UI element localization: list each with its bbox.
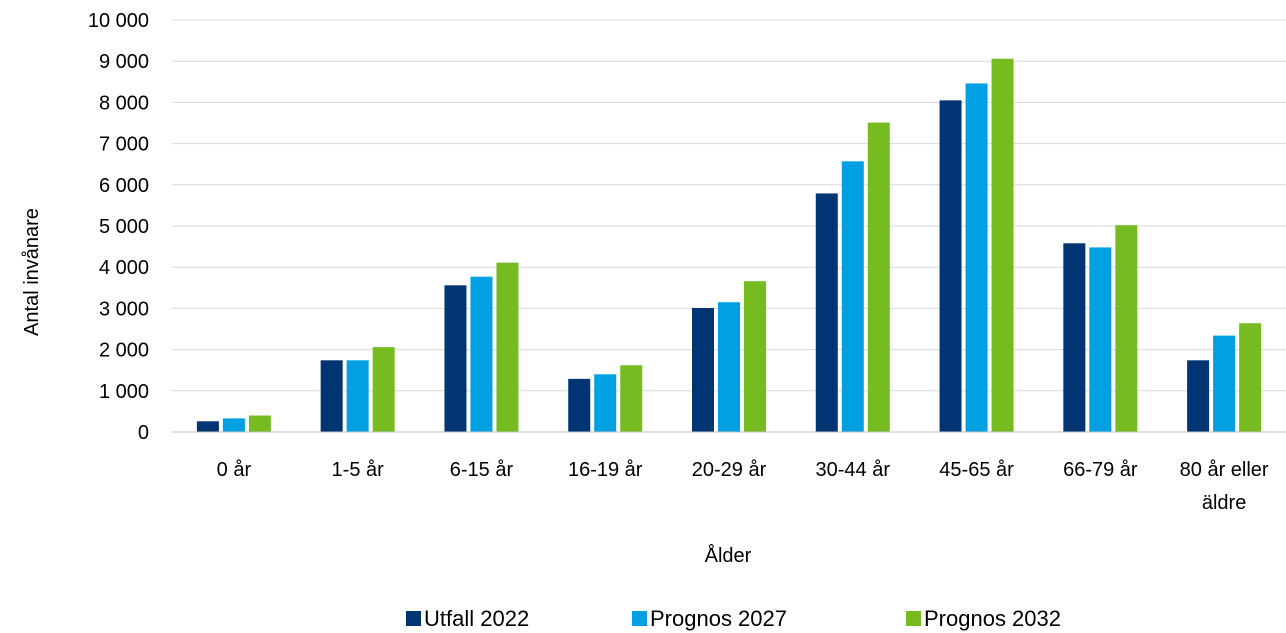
y-tick-label: 1 000 (99, 381, 149, 403)
y-tick-label: 10 000 (88, 10, 149, 32)
x-tick-label: 66-79 år (1063, 459, 1138, 481)
x-axis-title: Ålder (705, 544, 752, 567)
bar-utfall-2022 (692, 307, 714, 432)
y-tick-label: 0 (138, 422, 149, 444)
x-tick-label: 80 år eller (1180, 459, 1269, 481)
legend-swatch (906, 611, 921, 626)
bar-prognos-2032 (744, 281, 766, 432)
bar-utfall-2022 (1187, 360, 1210, 432)
y-axis-title: Antal invånare (21, 208, 43, 336)
bar-prognos-2032 (372, 347, 395, 432)
bar-utfall-2022 (196, 421, 219, 432)
bar-utfall-2022 (320, 360, 343, 432)
bar-prognos-2032 (1115, 225, 1138, 432)
bar-prognos-2027 (222, 418, 245, 432)
legend-swatch (406, 611, 421, 626)
bar-prognos-2032 (1239, 323, 1262, 432)
x-tick-label: 0 år (217, 459, 252, 481)
bar-prognos-2032 (867, 122, 890, 432)
bar-prognos-2027 (470, 276, 493, 432)
x-axis-ticks: 0 år 1-5 år 6-15 år 16-19 år 20-29 år 30-44 å… (217, 459, 1269, 514)
y-tick-label: 5 000 (99, 216, 149, 238)
bar-prognos-2032 (620, 365, 643, 432)
x-tick-label: 16-19 år (568, 459, 643, 481)
x-tick-label: 20-29 år (692, 459, 767, 481)
bar-prognos-2027 (594, 374, 617, 432)
bar-utfall-2022 (815, 193, 838, 432)
legend-label: Prognos 2032 (924, 606, 1061, 631)
x-tick-label: 30-44 år (816, 459, 891, 481)
bar-prognos-2027 (1089, 247, 1112, 432)
y-tick-label: 2 000 (99, 340, 149, 362)
bar-prognos-2032 (248, 415, 271, 432)
bar-prognos-2027 (718, 302, 740, 432)
y-tick-label: 8 000 (99, 92, 149, 114)
bar-utfall-2022 (444, 285, 467, 432)
legend-swatch (632, 611, 647, 626)
bar-prognos-2027 (346, 360, 369, 432)
x-tick-label: 45-65 år (939, 459, 1014, 481)
bar-prognos-2027 (841, 161, 864, 433)
gridlines (172, 19, 1286, 392)
y-tick-label: 6 000 (99, 175, 149, 197)
bars (196, 58, 1262, 433)
bar-utfall-2022 (1063, 243, 1086, 432)
x-tick-label: äldre (1202, 492, 1246, 514)
y-tick-label: 3 000 (99, 298, 149, 320)
y-tick-label: 7 000 (99, 134, 149, 156)
y-tick-label: 4 000 (99, 257, 149, 279)
bar-prognos-2027 (965, 83, 988, 432)
bar-prognos-2032 (991, 58, 1014, 433)
y-axis-ticks: 0 1 000 2 000 3 000 4 000 5 000 6 000 7 000 8 00… (88, 10, 149, 444)
bar-utfall-2022 (568, 378, 591, 432)
y-tick-label: 9 000 (99, 51, 149, 73)
legend-label: Prognos 2027 (650, 606, 787, 631)
x-tick-label: 1-5 år (332, 459, 385, 481)
legend: Utfall 2022 Prognos 2027 Prognos 2032 (406, 606, 1061, 631)
bar-utfall-2022 (939, 100, 962, 432)
x-tick-label: 6-15 år (450, 459, 514, 481)
legend-label: Utfall 2022 (424, 606, 529, 631)
bar-prognos-2027 (1213, 335, 1236, 432)
bar-prognos-2032 (496, 262, 519, 432)
